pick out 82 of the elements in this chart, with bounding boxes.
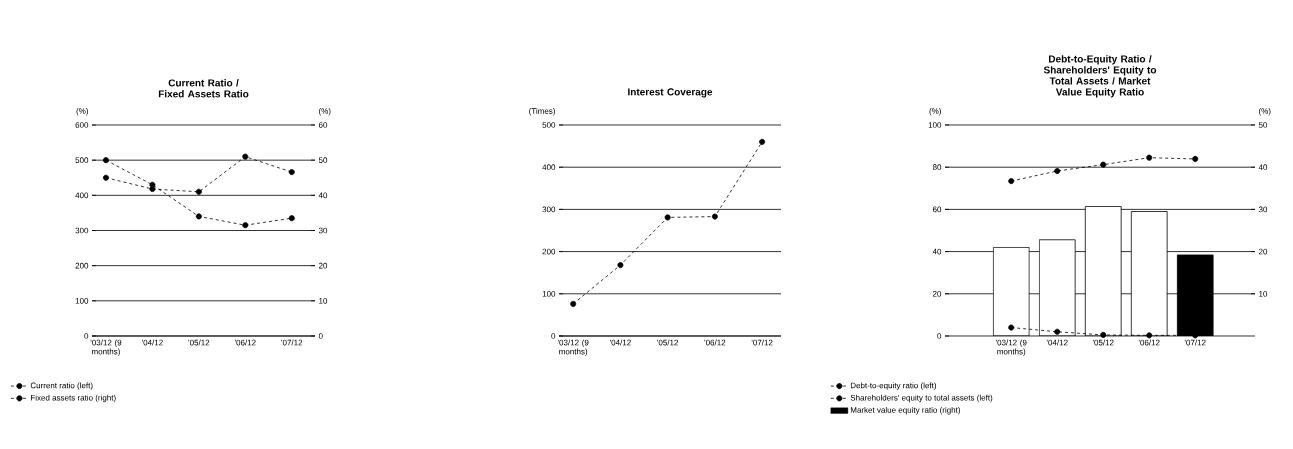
point xyxy=(242,222,249,229)
y2-axis-title: (%) xyxy=(1259,108,1271,116)
point xyxy=(1100,161,1107,168)
point xyxy=(1008,324,1015,331)
y2-tick-label: 50 xyxy=(318,157,328,163)
x-tick-label: '07/12 xyxy=(281,339,303,346)
y-tick-label: 200 xyxy=(542,248,556,255)
y2-tick-label: 40 xyxy=(1258,164,1268,171)
point xyxy=(288,215,295,222)
x-tick-label: '06/12 xyxy=(234,339,256,346)
x-tick-label: '03/12 (9 months) xyxy=(557,339,589,356)
point xyxy=(1054,328,1061,335)
x-tick-label: '05/12 xyxy=(188,339,210,346)
y-tick-label: 20 xyxy=(932,290,942,297)
x-tick-label: '04/12 xyxy=(1046,339,1068,346)
y2-tick-label: 20 xyxy=(1258,248,1268,255)
y-axis-title: (%) xyxy=(76,108,88,116)
y2-tick-label: 60 xyxy=(318,122,328,128)
point xyxy=(711,213,718,220)
y2-tick-label: 30 xyxy=(318,227,328,234)
x-tick-label: '04/12 xyxy=(610,339,631,346)
chart-title: Debt-to-Equity Ratio / Shareholders' Equity to Total Assets / Market Value Equity Ratio xyxy=(1043,55,1157,98)
y-tick-label: 0 xyxy=(551,333,556,339)
point xyxy=(288,169,295,176)
point xyxy=(102,157,109,164)
legend-label: Shareholders' equity to total assets (left) xyxy=(850,394,993,403)
legend-label: Debt-to-equity ratio (left) xyxy=(850,382,937,390)
x-tick-label: '06/12 xyxy=(704,339,726,346)
y-tick-label: 0 xyxy=(937,333,942,339)
chart-title: Interest Coverage xyxy=(628,88,713,98)
y-axis-title: (Times) xyxy=(529,108,555,116)
point xyxy=(617,262,624,269)
point xyxy=(195,188,202,195)
point xyxy=(570,300,577,307)
point xyxy=(1146,154,1153,161)
x-tick-label: '05/12 xyxy=(657,339,679,346)
y-tick-label: 200 xyxy=(75,262,89,269)
y-tick-label: 400 xyxy=(75,192,89,199)
y2-tick-label: 20 xyxy=(318,262,328,269)
y-tick-label: 300 xyxy=(75,227,89,234)
x-tick-label: '03/12 (9 months) xyxy=(90,339,122,356)
point xyxy=(242,153,249,160)
point xyxy=(1192,155,1199,162)
x-tick-label: '05/12 xyxy=(1092,339,1114,346)
point xyxy=(1054,167,1061,174)
y2-tick-label: 10 xyxy=(319,297,328,304)
chart-title: Current Ratio / Fixed Assets Ratio xyxy=(158,79,249,98)
y-tick-label: 600 xyxy=(75,122,89,128)
y2-tick-label: 50 xyxy=(1258,122,1268,128)
y2-axis-title: (%) xyxy=(319,108,331,116)
point xyxy=(1146,332,1153,339)
y2-tick-label: 40 xyxy=(318,192,328,199)
y-tick-label: 60 xyxy=(932,206,942,213)
point xyxy=(149,186,156,192)
y-tick-label: 300 xyxy=(542,206,556,213)
point xyxy=(759,138,766,145)
point xyxy=(195,213,202,220)
y-tick-label: 100 xyxy=(928,122,942,128)
y-tick-label: 500 xyxy=(75,157,89,163)
y-tick-label: 100 xyxy=(542,290,556,297)
legend-label: Current ratio (left) xyxy=(30,382,93,390)
y-tick-label: 40 xyxy=(932,248,942,255)
legend-label: Fixed assets ratio (right) xyxy=(31,394,116,403)
x-tick-label: '07/12 xyxy=(1184,339,1206,346)
y-tick-label: 80 xyxy=(932,164,942,171)
y2-tick-label: 10 xyxy=(1259,290,1268,297)
y2-tick-label: 0 xyxy=(318,333,323,339)
y-tick-label: 400 xyxy=(542,164,556,171)
point xyxy=(1100,331,1107,338)
y2-tick-label: 30 xyxy=(1258,206,1268,213)
point xyxy=(664,214,671,221)
x-tick-label: '06/12 xyxy=(1138,339,1160,346)
y-axis-title: (%) xyxy=(929,108,941,116)
y-tick-label: 500 xyxy=(542,122,556,128)
y-tick-label: 100 xyxy=(75,297,89,304)
point xyxy=(1008,178,1015,185)
y-tick-label: 0 xyxy=(84,333,89,339)
x-tick-label: '07/12 xyxy=(751,339,773,346)
legend-label: Market value equity ratio (right) xyxy=(850,406,961,415)
point xyxy=(102,174,109,181)
x-tick-label: '04/12 xyxy=(142,339,163,346)
x-tick-label: '03/12 (9 months) xyxy=(995,339,1027,356)
